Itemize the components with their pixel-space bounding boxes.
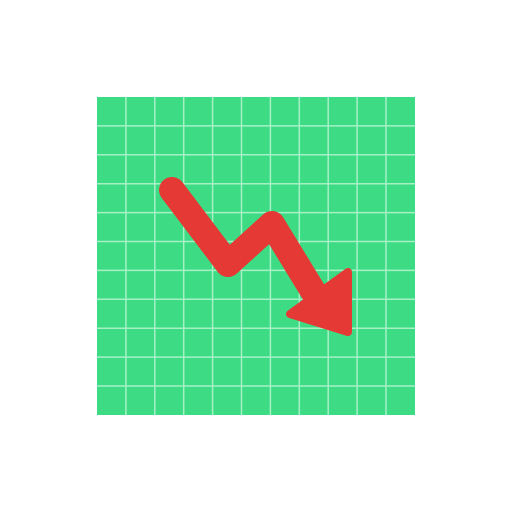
arrow-head — [286, 268, 352, 336]
trend-line — [159, 177, 329, 309]
down-trend-arrow-icon — [159, 177, 352, 336]
